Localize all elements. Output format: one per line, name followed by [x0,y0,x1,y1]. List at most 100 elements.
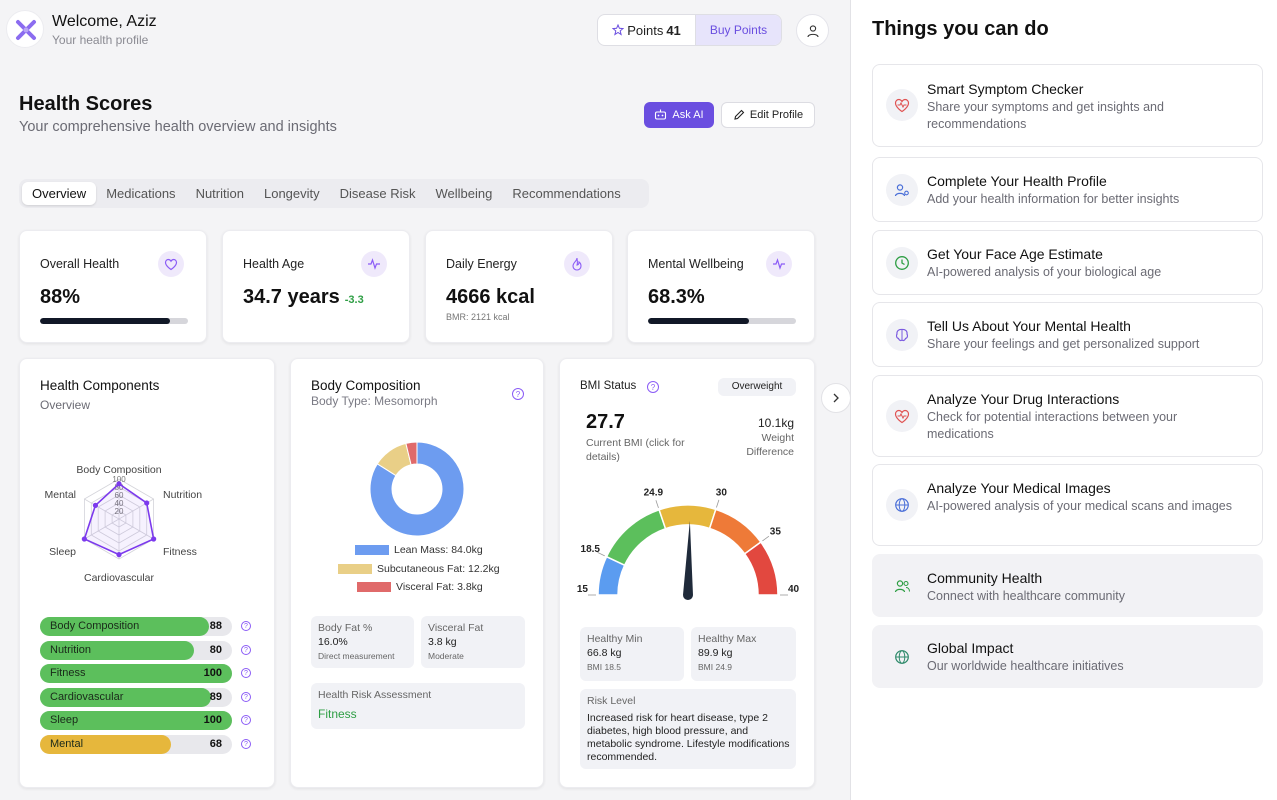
help-icon[interactable]: ? [512,388,524,400]
radar-axis [118,518,154,540]
radar-point [92,502,99,508]
gauge-label: 30 [716,487,728,498]
component-bar: Body Composition 88 [40,617,232,636]
action-desc: Share your feelings and get personalized… [927,337,1200,351]
radar-label: Mental [44,489,76,501]
activity-icon [766,251,792,277]
help-icon[interactable]: ? [241,644,251,655]
help-icon[interactable]: ? [241,715,251,726]
healthy-max-label: Healthy Max [698,633,757,645]
body-fat-value: 16.0% [318,636,348,648]
buy-points-button[interactable]: Buy Points [695,15,781,45]
health-age-card[interactable]: Health Age 34.7 years -3.3 [222,230,410,343]
radar-label: Nutrition [163,489,202,501]
help-icon[interactable]: ? [647,381,659,393]
component-bar-label: Fitness [50,667,86,680]
component-bar-fill [40,640,194,660]
stat-label: Health Age [243,257,305,271]
action-health-profile[interactable]: Complete Your Health Profile Add your he… [872,157,1263,222]
radar-series [83,482,155,556]
gauge-segment [605,508,667,567]
action-face-age[interactable]: Get Your Face Age Estimate AI-powered an… [872,230,1263,295]
action-title: Analyze Your Drug Interactions [927,391,1120,407]
user-menu-button[interactable] [796,14,829,47]
actions-panel: Things you can do Smart Symptom Checker … [850,0,1277,800]
stat-value: 68.3% [648,286,705,308]
tab-disease-risk[interactable]: Disease Risk [339,186,416,201]
radar-point [116,481,122,487]
component-bar: Fitness 100 [40,664,232,684]
points-box: Points 41 Buy Points [597,14,782,46]
action-medical-images[interactable]: Analyze Your Medical Images AI-powered a… [872,464,1263,546]
stat-label: Overall Health [40,257,120,271]
risk-level-box: Risk Level Increased risk for heart dise… [580,689,796,769]
mental-wellbeing-card[interactable]: Mental Wellbeing 68.3% [627,230,815,343]
visceral-fat-box: Visceral Fat 3.8 kg Moderate [421,616,525,668]
points-display[interactable]: Points 41 [598,15,695,45]
component-bar-fill [40,687,211,707]
health-components-card: Health Components Overview 10080604020Bo… [19,358,275,788]
action-drug-interactions[interactable]: Analyze Your Drug Interactions Check for… [872,375,1263,457]
tab-nutrition[interactable]: Nutrition [195,186,244,201]
health-age-value: 34.7 years [243,286,340,308]
action-desc: Check for potential interactions between… [927,410,1178,441]
main-content: Welcome, Aziz Your health profile Points… [6,10,851,788]
tab-wellbeing[interactable]: Wellbeing [435,186,493,201]
user-settings-icon [886,174,918,206]
tab-overview[interactable]: Overview [22,182,97,205]
component-bar-value: 80 [209,643,222,656]
component-bar-label: Mental [50,738,84,750]
gauge-label: 40 [788,584,800,595]
risk-level-label: Risk Level [587,695,636,707]
legend-item: Subcutaneous Fat: 12.2kg [338,563,500,575]
panel-title: Things you can do [872,18,1049,40]
gauge-segment [743,541,779,596]
radar-tick: 20 [115,507,124,516]
stat-value: 34.7 years -3.3 [243,286,364,309]
overall-health-card[interactable]: Overall Health 88% [19,230,207,343]
help-icon[interactable]: ? [241,621,251,631]
daily-energy-card[interactable]: Daily Energy 4666 kcal BMR: 2121 kcal [425,230,613,343]
panel-toggle-button[interactable] [821,383,851,413]
component-bar-value: 100 [203,667,222,680]
tab-medications[interactable]: Medications [106,186,176,201]
pencil-icon [734,109,745,120]
action-symptom-checker[interactable]: Smart Symptom Checker Share your symptom… [872,64,1263,147]
help-icon[interactable]: ? [241,691,251,702]
radar-point [116,552,122,558]
clock-icon [886,247,918,279]
tab-bar: Overview Medications Nutrition Longevity… [19,179,649,208]
radar-point [151,536,157,542]
help-icon[interactable]: ? [241,739,251,749]
legend-swatch [338,563,372,574]
legend-swatch [355,545,389,555]
component-bar-value: 68 [209,738,222,750]
edit-profile-button[interactable]: Edit Profile [721,102,815,128]
gauge-tick [655,500,659,508]
welcome-subtitle: Your health profile [52,33,149,47]
bmi-value[interactable]: 27.7 [586,411,625,433]
ask-ai-button[interactable]: Ask AI [644,102,714,128]
radar-tick: 100 [112,475,126,484]
component-bar: Nutrition 80 [40,640,232,660]
action-title: Complete Your Health Profile [927,173,1107,189]
help-icon[interactable]: ? [241,668,251,679]
bmi-status-card: BMI Status ? Overweight 27.7 Current BMI… [559,358,815,788]
action-global-impact[interactable]: Global Impact Our worldwide healthcare i… [872,625,1263,688]
action-community-health[interactable]: Community Health Connect with healthcare… [872,554,1263,617]
action-title: Get Your Face Age Estimate [927,246,1103,262]
visceral-fat-value: 3.8 kg [428,636,457,648]
legend-item: Visceral Fat: 3.8kg [357,581,483,593]
tab-longevity[interactable]: Longevity [263,186,320,201]
component-bar-value: 88 [209,620,222,632]
app-logo[interactable] [6,10,44,48]
action-mental-health[interactable]: Tell Us About Your Mental Health Share y… [872,302,1263,367]
donut-chart [369,441,465,537]
component-bar-fill [40,735,171,754]
gauge-segment [658,504,717,530]
tab-recommendations[interactable]: Recommendations [512,186,621,201]
healthy-min-note: BMI 18.5 [587,662,622,672]
users-icon [886,570,918,602]
brain-icon [886,319,918,351]
weight-diff-value: 10.1kg [757,416,794,430]
